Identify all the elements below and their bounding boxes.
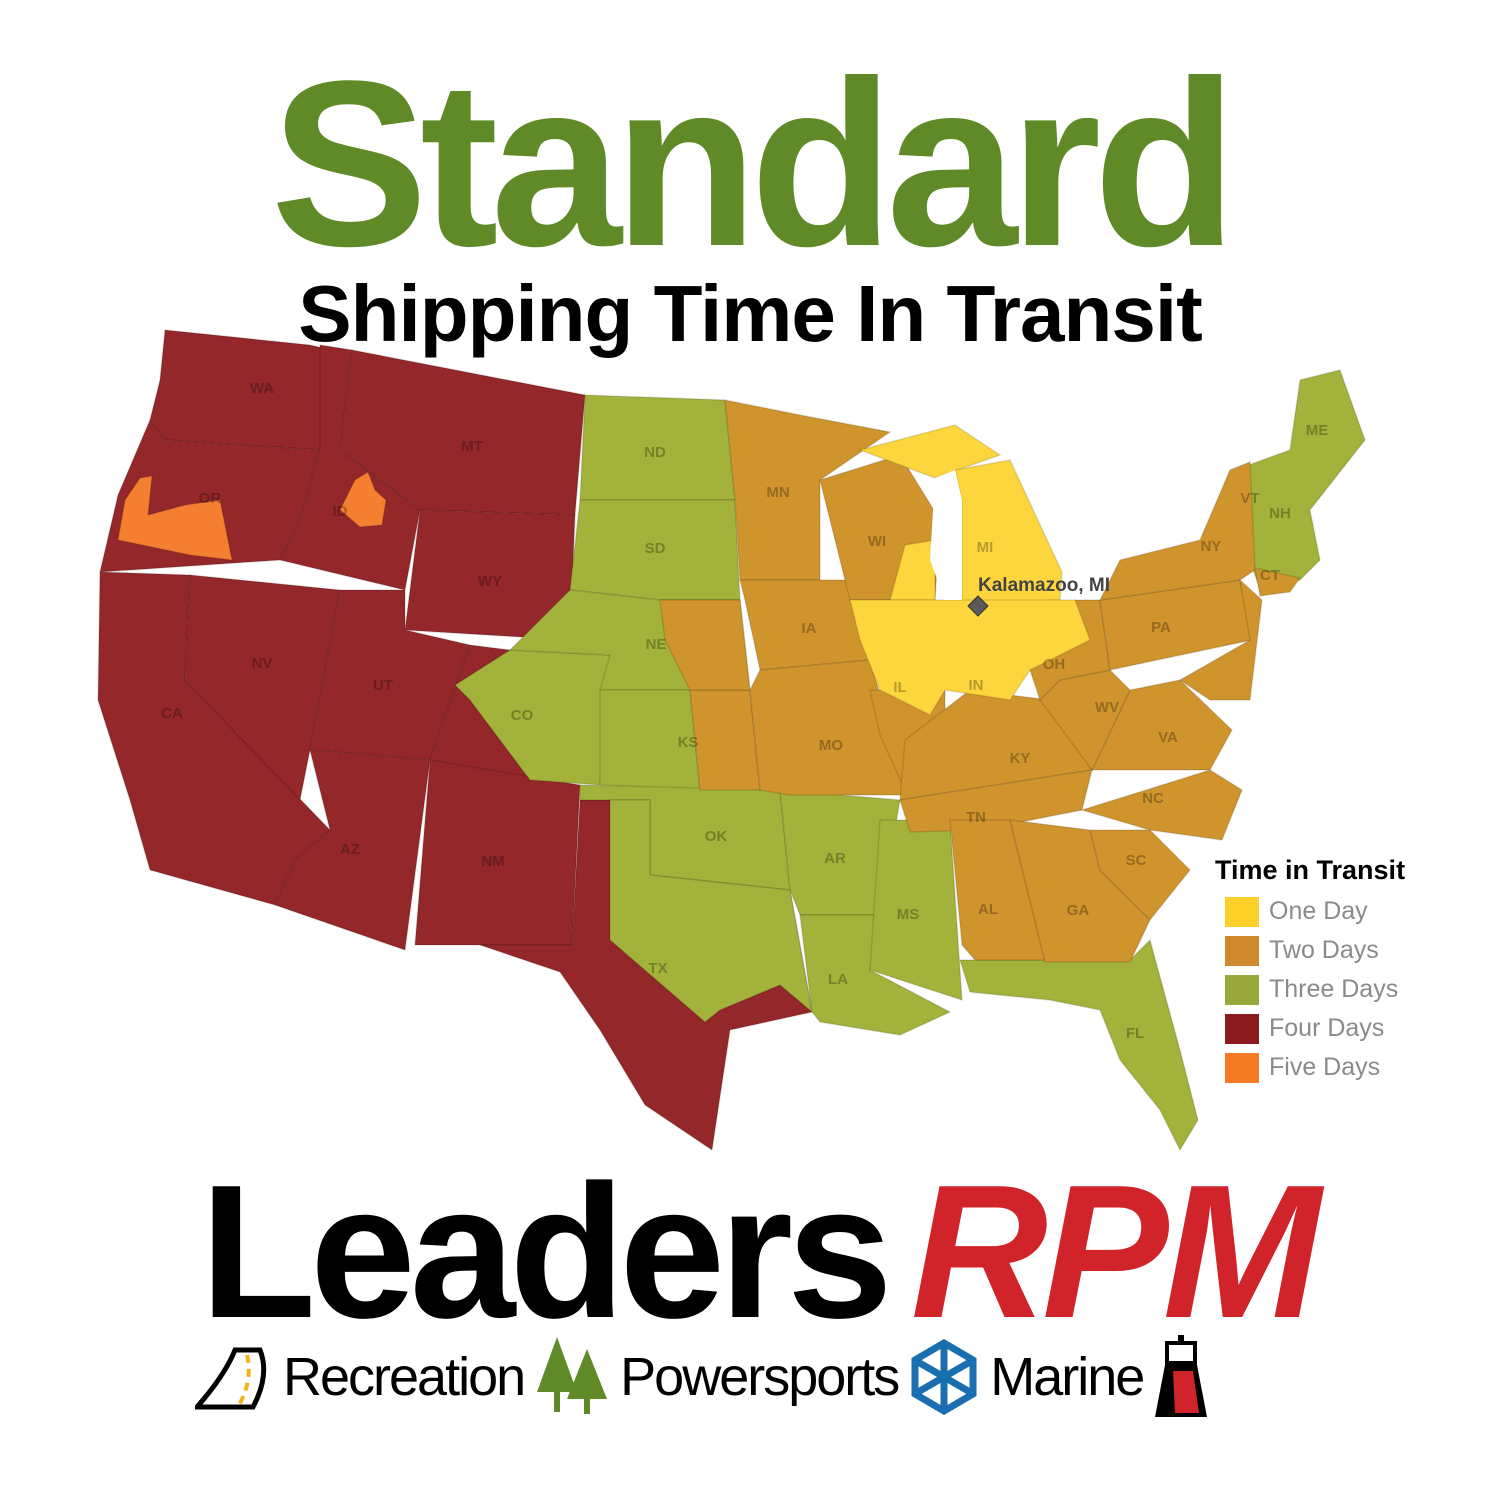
label-ND: ND: [644, 444, 666, 461]
state-CT[interactable]: [1254, 567, 1302, 597]
legend: Time in Transit One Day Two Days Three D…: [1215, 855, 1405, 1087]
label-FL: FL: [1126, 1025, 1144, 1042]
pine-trees-icon: [537, 1337, 608, 1414]
state-TX-central[interactable]: [609, 799, 814, 1023]
division-recreation: Recreation: [283, 1347, 526, 1407]
legend-item-two-days: Two Days: [1225, 931, 1405, 970]
swatch-three-days: [1225, 974, 1259, 1005]
label-MS: MS: [897, 906, 920, 923]
label-GA: GA: [1067, 902, 1090, 919]
state-KS-east[interactable]: [689, 689, 761, 791]
swatch-five-days: [1225, 1052, 1259, 1083]
label-AL: AL: [978, 901, 998, 918]
state-WA[interactable]: [149, 329, 341, 451]
label-SC: SC: [1126, 852, 1147, 869]
swatch-one-day: [1225, 896, 1259, 927]
label-CT: CT: [1260, 567, 1280, 584]
state-new-england[interactable]: [1234, 369, 1366, 591]
brand-name-rpm: RPM: [910, 1146, 1321, 1358]
snowflake-icon: [911, 1339, 977, 1415]
label-SD: SD: [645, 540, 666, 557]
division-powersports: Powersports: [620, 1347, 900, 1407]
label-PA: PA: [1151, 619, 1171, 636]
state-IL-IN-OH-north[interactable]: [849, 599, 1091, 716]
label-NC: NC: [1142, 790, 1164, 807]
brand-name-leaders: Leaders: [200, 1146, 893, 1358]
state-NE-east[interactable]: [659, 599, 751, 691]
state-NC[interactable]: [1079, 769, 1243, 841]
diamond-marker-icon[interactable]: [967, 595, 989, 617]
label-TN: TN: [966, 809, 986, 826]
label-LA: LA: [828, 971, 848, 988]
state-MI-upper[interactable]: [857, 424, 1002, 479]
lighthouse-icon: [1155, 1334, 1208, 1417]
state-NY[interactable]: [1098, 460, 1256, 601]
state-labels: WA OR CA NV ID MT WY UT CO AZ NM ND SD N…: [161, 380, 1328, 1042]
label-TX: TX: [648, 960, 667, 977]
state-SC[interactable]: [1089, 829, 1192, 922]
label-ID: ID: [333, 503, 348, 520]
legend-title: Time in Transit: [1215, 855, 1406, 885]
label-NV: NV: [252, 655, 273, 672]
state-AL[interactable]: [949, 819, 1046, 961]
state-TN[interactable]: [899, 769, 1094, 833]
legend-item-three-days: Three Days: [1225, 970, 1405, 1009]
swatch-two-days: [1225, 935, 1259, 966]
label-IA: IA: [802, 620, 817, 637]
page-title: Standard: [270, 32, 1238, 296]
label-WI: WI: [868, 533, 886, 550]
legend-label: Five Days: [1269, 1053, 1381, 1081]
legend-label: Four Days: [1269, 1014, 1385, 1042]
label-IN: IN: [969, 677, 984, 694]
label-IL: IL: [893, 679, 906, 696]
label-ME: ME: [1306, 422, 1329, 439]
label-MN: MN: [766, 484, 789, 501]
label-KY: KY: [1010, 750, 1031, 767]
division-marine: Marine: [990, 1347, 1145, 1407]
label-OH: OH: [1043, 656, 1066, 673]
label-MO: MO: [819, 737, 843, 754]
legend-item-one-day: One Day: [1225, 892, 1405, 931]
label-NE: NE: [646, 636, 667, 653]
legend-label: Three Days: [1269, 975, 1399, 1003]
state-mid-atlantic[interactable]: [1178, 577, 1263, 701]
origin-label: Kalamazoo, MI: [978, 575, 1110, 596]
swatch-four-days: [1225, 1013, 1259, 1044]
label-NY: NY: [1201, 538, 1222, 555]
label-OR: OR: [199, 490, 222, 507]
label-MI: MI: [977, 539, 994, 556]
brand-tagline: Recreation Powersports Marine: [195, 1334, 1211, 1417]
state-MN[interactable]: [724, 399, 892, 581]
label-WA: WA: [250, 380, 274, 397]
road-icon: [195, 1347, 267, 1409]
state-FL[interactable]: [958, 938, 1199, 1152]
label-WY: WY: [478, 573, 502, 590]
legend-label: One Day: [1269, 897, 1368, 925]
label-AR: AR: [824, 850, 846, 867]
brand-logo: Leaders RPM: [200, 1157, 1321, 1347]
legend-item-five-days: Five Days: [1225, 1048, 1405, 1087]
label-OK: OK: [705, 828, 728, 845]
five-days-id[interactable]: [339, 470, 387, 528]
legend-label: Two Days: [1269, 936, 1379, 964]
label-WV: WV: [1095, 699, 1119, 716]
label-KS: KS: [678, 734, 699, 751]
state-NV[interactable]: [184, 574, 341, 802]
label-NM: NM: [481, 853, 504, 870]
label-AZ: AZ: [340, 841, 360, 858]
label-MT: MT: [461, 438, 483, 455]
label-CO: CO: [511, 707, 534, 724]
label-VA: VA: [1158, 729, 1178, 746]
label-VT: VT: [1240, 490, 1259, 507]
page-subtitle: Shipping Time In Transit: [298, 269, 1203, 358]
label-UT: UT: [373, 677, 393, 694]
label-CA: CA: [161, 705, 183, 722]
five-days-or[interactable]: [117, 475, 233, 561]
label-NH: NH: [1269, 505, 1291, 522]
lake-michigan: [930, 470, 962, 600]
legend-item-four-days: Four Days: [1225, 1009, 1405, 1048]
